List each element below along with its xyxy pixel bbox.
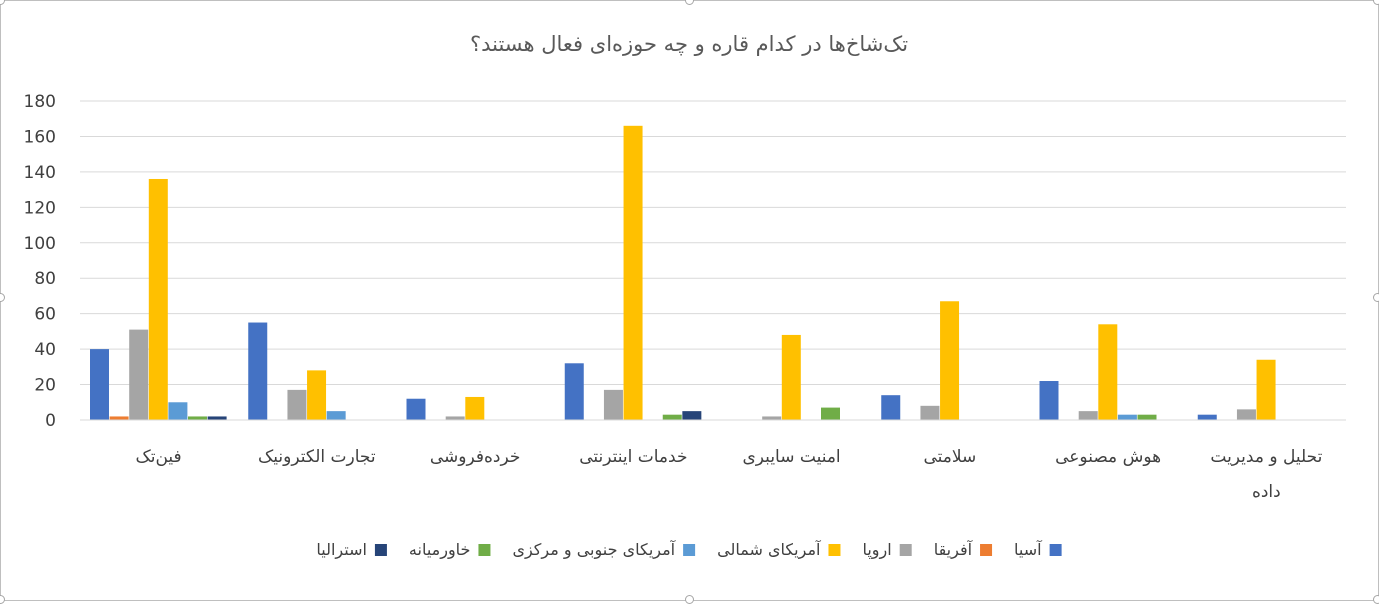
legend-item[interactable]: آمریکای شمالی	[717, 540, 841, 560]
category-label: فین‌تک	[136, 447, 182, 467]
bar[interactable]	[603, 389, 623, 420]
legend-label: خاورمیانه	[409, 540, 471, 560]
chart-title: تک‌شاخ‌ها در کدام قاره و چه حوزه‌ای فعال…	[470, 32, 908, 56]
legend-swatch	[1049, 544, 1062, 556]
bar[interactable]	[781, 334, 801, 420]
category-label: هوش مصنوعی	[1055, 447, 1161, 467]
bar[interactable]	[682, 411, 702, 420]
bar[interactable]	[1039, 381, 1059, 420]
bar[interactable]	[445, 416, 465, 420]
bar[interactable]	[1197, 414, 1217, 420]
bar[interactable]	[188, 416, 207, 420]
bar[interactable]	[762, 416, 782, 420]
legend-label: آسیا	[1014, 540, 1043, 559]
y-tick-label: 40	[34, 340, 56, 360]
legend-item[interactable]: استرالیا	[316, 540, 387, 560]
y-tick-label: 0	[45, 411, 56, 431]
legend-label: آمریکای شمالی	[717, 540, 822, 560]
y-tick-label: 140	[24, 163, 56, 183]
bar[interactable]	[1098, 324, 1118, 420]
legend-item[interactable]: آفریقا	[934, 540, 993, 560]
y-tick-label: 80	[34, 269, 56, 289]
legend-swatch	[478, 544, 491, 556]
y-tick-label: 100	[24, 234, 56, 254]
category-label: سلامتی	[923, 447, 976, 467]
y-tick-label: 20	[34, 376, 56, 396]
bar[interactable]	[881, 395, 901, 420]
legend-item[interactable]: آسیا	[1014, 540, 1062, 559]
bar[interactable]	[623, 125, 643, 421]
bar[interactable]	[168, 402, 188, 420]
resize-handle-top-left[interactable]	[0, 0, 5, 5]
bar[interactable]	[90, 349, 109, 420]
bar[interactable]	[326, 411, 346, 420]
legend: آسیا آفریقا اروپا آمریکای شمالی آمریکای جنوب…	[316, 540, 1062, 560]
category-label: تجارت الکترونیک	[258, 447, 376, 467]
legend-swatch	[828, 544, 841, 556]
legend-item[interactable]: آمریکای جنوبی و مرکزی	[512, 540, 696, 560]
legend-label: استرالیا	[316, 540, 367, 560]
resize-handle-left[interactable]	[0, 293, 5, 302]
bar[interactable]	[821, 407, 840, 420]
resize-handle-top-right[interactable]	[1373, 0, 1379, 5]
bar[interactable]	[1236, 409, 1256, 420]
bar[interactable]	[148, 178, 168, 420]
legend-swatch	[899, 544, 912, 556]
bar[interactable]	[248, 322, 268, 420]
category-label: امنیت سایبری	[743, 447, 841, 467]
bar[interactable]	[1078, 411, 1098, 420]
bar[interactable]	[307, 370, 327, 420]
y-axis-ticks: 0 20 40 60 80 100 120 140 160 180	[24, 92, 56, 431]
legend-label: آفریقا	[934, 540, 974, 560]
bar[interactable]	[1117, 414, 1137, 420]
category-label: خرده‌فروشی	[430, 447, 521, 467]
bar[interactable]	[920, 405, 940, 420]
bar[interactable]	[109, 416, 129, 420]
legend-swatch	[980, 544, 993, 556]
resize-handle-right[interactable]	[1373, 293, 1379, 302]
legend-label: آمریکای جنوبی و مرکزی	[512, 540, 676, 560]
y-tick-label: 120	[24, 198, 56, 218]
bar[interactable]	[129, 329, 149, 420]
legend-item[interactable]: خاورمیانه	[409, 540, 491, 560]
bar[interactable]	[207, 416, 227, 420]
legend-swatch	[374, 544, 387, 556]
gridlines	[80, 100, 1346, 386]
bar[interactable]	[1256, 359, 1276, 420]
y-tick-label: 180	[24, 92, 56, 112]
y-tick-label: 160	[24, 127, 56, 147]
legend-item[interactable]: اروپا	[862, 540, 912, 560]
bar[interactable]	[564, 363, 584, 420]
resize-handle-top[interactable]	[685, 0, 694, 5]
legend-label: اروپا	[862, 540, 891, 560]
category-label: تحلیل و مدیریت داده	[1210, 447, 1322, 502]
bar[interactable]	[1137, 414, 1157, 420]
bar[interactable]	[662, 414, 682, 420]
category-label: خدمات اینترنتی	[579, 447, 687, 467]
bars	[90, 125, 1276, 421]
bar[interactable]	[465, 396, 485, 420]
category-labels: فین‌تک تجارت الکترونیک خرده‌فروشی خدمات این…	[136, 447, 1323, 502]
bar[interactable]	[287, 389, 307, 420]
bar[interactable]	[940, 301, 960, 420]
bar[interactable]	[406, 398, 426, 420]
y-tick-label: 60	[34, 305, 56, 325]
legend-swatch	[683, 544, 696, 556]
